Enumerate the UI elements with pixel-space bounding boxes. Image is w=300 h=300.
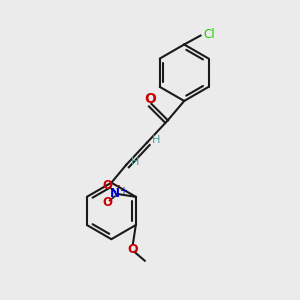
Text: H: H [152, 135, 160, 145]
Text: N: N [110, 187, 120, 200]
Text: O: O [145, 92, 157, 106]
Text: O: O [103, 179, 112, 192]
Text: H: H [131, 158, 139, 167]
Text: O: O [128, 243, 138, 256]
Text: Cl: Cl [203, 28, 214, 41]
Text: O: O [103, 196, 112, 209]
Text: -: - [116, 181, 120, 190]
Text: +: + [118, 187, 127, 196]
